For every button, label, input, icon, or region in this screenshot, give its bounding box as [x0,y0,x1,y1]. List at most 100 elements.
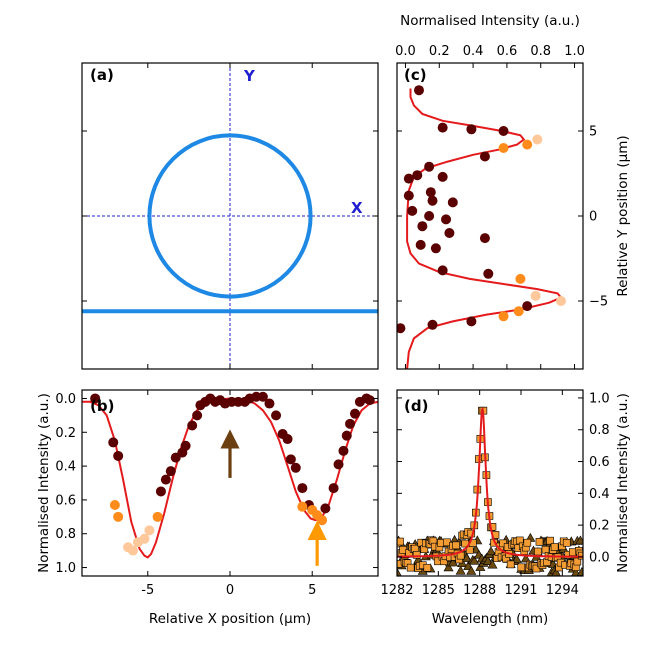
data-point [415,239,426,250]
data-point [548,559,559,568]
data-point [341,430,352,441]
tick-label: 0 [226,583,234,598]
fit-curve [82,397,378,559]
data-point [155,486,166,497]
data-point [403,190,414,201]
data-point [290,462,301,473]
panel-d-frame [396,389,584,577]
data-point [257,391,268,402]
tick-label: 0.4 [589,487,610,502]
data-point [127,545,138,556]
tick-label: 0.6 [55,493,76,508]
data-point [424,211,435,221]
data-point [144,525,155,536]
data-point [285,454,296,465]
data-point [109,499,120,510]
data-point [397,567,402,576]
data-point [113,511,124,522]
data-point [573,557,582,566]
data-point [562,539,571,547]
data-point [320,503,331,514]
data-point [551,567,561,576]
data-points [90,391,375,556]
data-point [427,319,438,330]
data-point [403,173,414,184]
data-point [328,483,339,494]
data-point [407,205,418,216]
square-series [397,406,583,573]
tick-label: 1294 [546,583,579,598]
tick-label: 0.2 [429,44,450,59]
data-point [485,546,496,556]
data-point [482,556,493,565]
data-point [406,563,415,572]
data-point [469,555,480,565]
tick-label: 0.2 [589,519,610,534]
tick-label: 0.8 [589,423,610,438]
data-point [165,466,176,477]
panel-d-ticks: 1282 1285 1288 1291 1294 0.0 0.2 0.4 0.6 0.8 1.0 [380,390,610,598]
data-point [333,459,344,470]
data-point [523,538,532,547]
tick-label: 1.0 [589,391,610,406]
data-point [152,511,163,522]
panel-c-label: (c) [404,66,427,84]
tick-label: 0.4 [463,44,484,59]
data-point [546,536,554,545]
data-point [452,541,460,550]
data-point [345,418,356,429]
data-point [338,445,349,456]
data-point [282,434,293,445]
data-points [397,85,567,334]
tick-label: 0.2 [55,426,76,441]
data-point [349,408,360,419]
data-point [317,515,328,526]
data-point [297,501,308,512]
panel-b-ticks: -5 0 5 0.0 0.2 0.4 0.6 0.8 1.0 [55,390,378,598]
panel-c: 0.0 0.2 0.4 0.6 0.8 1.0 −5 0 5 (c) Normalised In… [395,13,631,370]
data-point [520,553,531,563]
panel-a-ticks [82,63,378,369]
data-point [447,197,458,208]
tick-label: 0.8 [55,527,76,542]
data-point [187,420,198,431]
data-point [437,122,448,133]
data-point [541,545,550,554]
panel-d-label: (d) [404,397,428,415]
tick-label: 0.0 [395,44,416,59]
data-point [466,124,477,135]
tick-label: 1.0 [564,44,585,59]
data-point [412,170,423,181]
top-x-axis-label: Normalised Intensity (a.u.) [400,13,580,29]
tick-label: 1288 [463,583,496,598]
tick-label: 0.4 [55,460,76,475]
data-point [522,139,533,150]
data-point [461,552,472,562]
tick-label: 1282 [380,583,413,598]
panel-b: -5 0 5 0.0 0.2 0.4 0.6 0.8 1.0 (b) Relative X po… [36,389,379,627]
x-axis-label: Wavelength (nm) [432,611,549,627]
data-point [498,126,509,136]
panel-c-ticks: 0.0 0.2 0.4 0.6 0.8 1.0 −5 0 5 [395,44,608,369]
data-point [534,547,542,556]
data-point [180,440,191,451]
right-y-axis-label: Relative Y position (μm) [615,135,631,296]
x-axis-label: Relative X position (μm) [149,611,311,627]
data-point [550,543,559,551]
data-point [513,306,524,317]
tick-label: 1285 [422,583,455,598]
data-point [578,551,583,560]
data-point [443,562,454,572]
data-point [412,551,421,559]
panel-a-plot-area [82,63,378,369]
tick-label: 0 [589,210,597,225]
data-point [430,243,441,254]
data-point [139,533,150,544]
data-point [483,268,494,279]
data-point [264,398,275,409]
data-point [424,161,435,172]
tick-label: 0.8 [530,44,551,59]
tick-label: 1291 [504,583,537,598]
data-point [364,395,375,406]
